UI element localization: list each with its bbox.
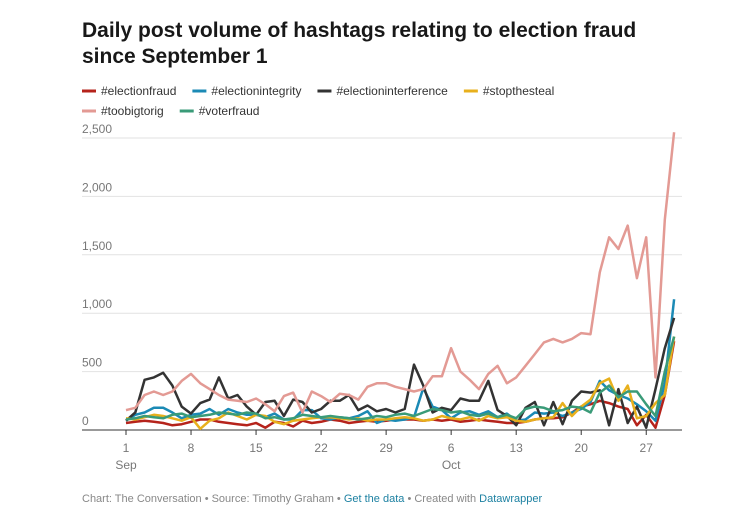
x-tick-label: 29 (379, 441, 393, 455)
y-tick-label: 1,500 (82, 239, 112, 253)
x-tick-label: 15 (249, 441, 263, 455)
series-line (125, 336, 676, 431)
series-line (125, 132, 676, 414)
x-tick-label: 13 (510, 441, 524, 455)
x-tick-label: 22 (314, 441, 328, 455)
footer-text: Chart: The Conversation • Source: Timoth… (82, 493, 344, 505)
y-tick-label: 2,500 (82, 122, 112, 136)
footer-link[interactable]: Datawrapper (479, 493, 542, 505)
y-tick-label: 0 (82, 414, 89, 428)
legend-label: #electioninterference (336, 84, 448, 98)
chart-title: since September 1 (82, 45, 268, 68)
legend-label: #electionfraud (101, 84, 176, 98)
footer-link[interactable]: Get the data (344, 493, 405, 505)
y-tick-label: 2,000 (82, 180, 112, 194)
footer-text: • Created with (404, 493, 479, 505)
legend-label: #toobigtorig (101, 104, 164, 118)
footer: Chart: The Conversation • Source: Timoth… (82, 493, 542, 505)
x-tick-label: 1 (123, 441, 130, 455)
x-tick-label: 6 (448, 441, 455, 455)
x-month-label: Oct (442, 458, 461, 472)
legend-label: #electionintegrity (211, 84, 301, 98)
chart-title: Daily post volume of hashtags relating t… (82, 19, 636, 42)
x-tick-label: 20 (575, 441, 589, 455)
y-tick-label: 500 (82, 356, 102, 370)
series-line (125, 336, 676, 421)
legend-label: #stopthesteal (483, 84, 554, 98)
x-month-label: Sep (115, 458, 137, 472)
x-tick-label: 8 (188, 441, 195, 455)
legend-label: #voterfraud (199, 104, 260, 118)
series-line (125, 317, 676, 429)
x-tick-label: 27 (640, 441, 654, 455)
y-tick-label: 1,000 (82, 297, 112, 311)
